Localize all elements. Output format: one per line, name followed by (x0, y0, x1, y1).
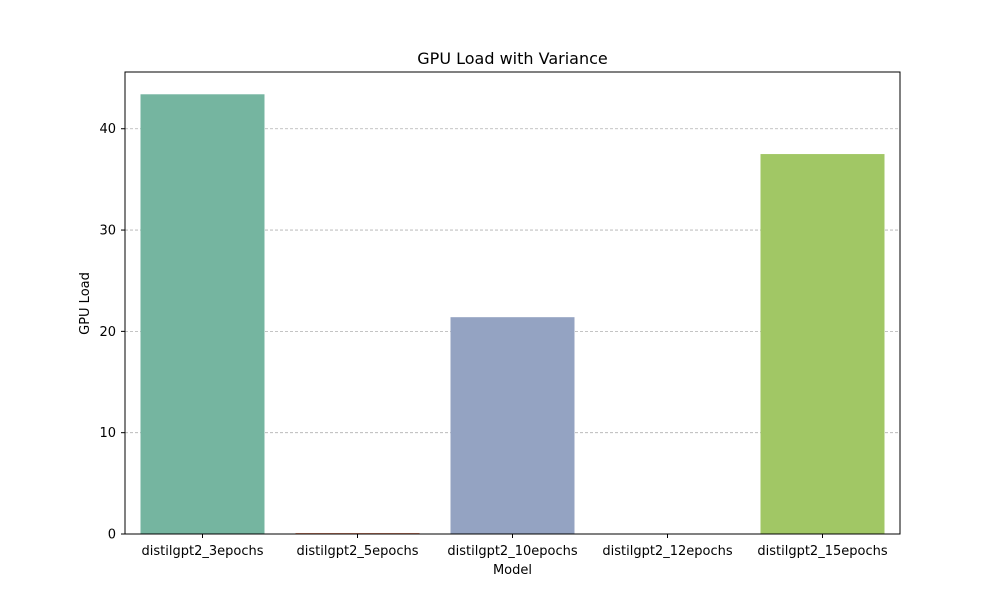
chart-title: GPU Load with Variance (417, 49, 607, 68)
x-tick-label: distilgpt2_5epochs (297, 544, 419, 559)
bar-distilgpt2_15epochs (760, 154, 885, 534)
x-tick-label: distilgpt2_3epochs (142, 544, 264, 559)
bars (140, 94, 885, 534)
y-axis-label: GPU Load (78, 272, 93, 335)
y-tick-label: 0 (108, 528, 116, 543)
x-axis-ticks: distilgpt2_3epochs distilgpt2_5epochs dist… (142, 534, 888, 559)
bar-distilgpt2_10epochs (450, 317, 575, 534)
bar-distilgpt2_3epochs (140, 94, 265, 534)
x-tick-label: distilgpt2_15epochs (757, 544, 887, 559)
x-tick-label: distilgpt2_10epochs (447, 544, 577, 559)
y-tick-label: 10 (99, 426, 116, 441)
y-axis-ticks: 0 10 20 30 40 (99, 122, 125, 543)
y-tick-label: 40 (99, 122, 116, 137)
bar-distilgpt2_5epochs (295, 532, 420, 534)
x-axis-label: Model (493, 563, 532, 578)
y-tick-label: 30 (99, 224, 116, 239)
x-tick-label: distilgpt2_12epochs (602, 544, 732, 559)
y-tick-label: 20 (99, 325, 116, 340)
